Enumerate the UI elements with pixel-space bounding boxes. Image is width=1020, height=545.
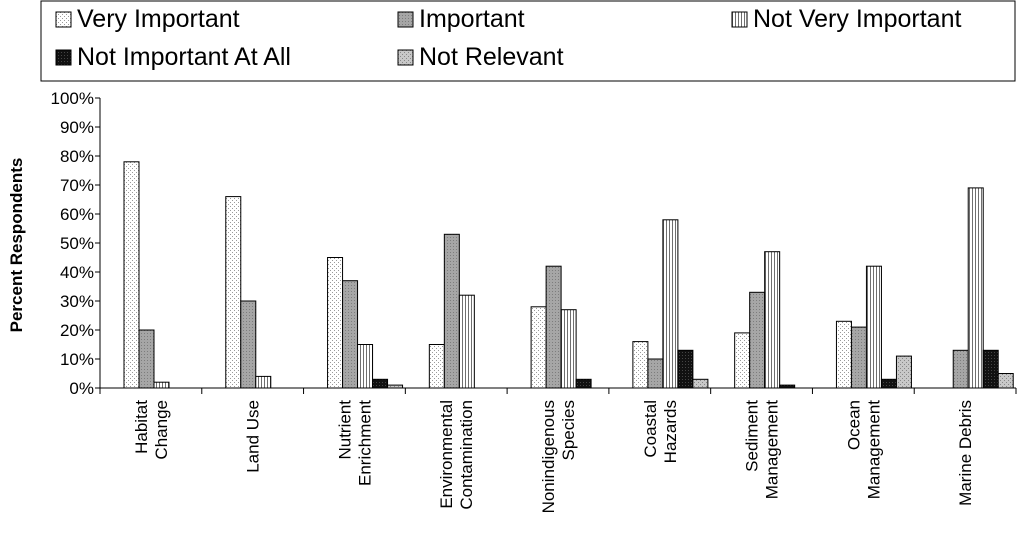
bar-very-important-sediment-management xyxy=(734,332,751,389)
bar-important-marine-debris xyxy=(952,349,969,389)
y-tick-label: 90% xyxy=(60,118,94,137)
y-tick-label: 0% xyxy=(69,379,94,398)
bar-not-important-at-all-sediment-management xyxy=(779,384,796,389)
bar-not-very-important-marine-debris xyxy=(967,187,984,389)
category-label: Management xyxy=(864,400,883,500)
bar-very-important-habitat-change xyxy=(123,161,140,389)
bar-not-relevant-nutrient-enrichment xyxy=(387,384,404,389)
category-label: Enrichment xyxy=(355,400,374,486)
category-label: Management xyxy=(763,400,782,500)
category-label: Marine Debris xyxy=(956,400,975,506)
legend: Very Important Important Not Very Importan… xyxy=(40,0,1016,82)
bar-very-important-coastal-hazards xyxy=(632,341,649,389)
bar-not-relevant-marine-debris xyxy=(997,373,1014,389)
bar-not-very-important-nonindigenous-species xyxy=(560,309,577,389)
bar-not-relevant-ocean-management xyxy=(895,355,912,389)
legend-label-not-important-at-all: Not Important At All xyxy=(77,43,291,71)
legend-label-very-important: Very Important xyxy=(77,5,240,33)
bar-important-environmental-contamination xyxy=(443,233,460,389)
bar-important-coastal-hazards xyxy=(647,358,664,389)
y-tick-label: 10% xyxy=(60,350,94,369)
y-tick-label: 20% xyxy=(60,321,94,340)
bar-not-very-important-habitat-change xyxy=(153,381,170,389)
bar-not-important-at-all-nutrient-enrichment xyxy=(372,378,389,389)
bar-not-important-at-all-marine-debris xyxy=(982,349,999,389)
bar-important-land-use xyxy=(240,300,257,389)
legend-label-important: Important xyxy=(419,5,525,33)
bar-not-very-important-ocean-management xyxy=(865,265,882,389)
bar-not-very-important-environmental-contamination xyxy=(458,294,475,389)
y-tick-label: 80% xyxy=(60,147,94,166)
bar-very-important-nonindigenous-species xyxy=(530,306,547,389)
bar-not-important-at-all-coastal-hazards xyxy=(677,349,694,389)
bar-very-important-land-use xyxy=(225,196,242,389)
category-label: Land Use xyxy=(244,400,263,473)
legend-label-not-relevant: Not Relevant xyxy=(419,43,564,71)
bar-not-important-at-all-nonindigenous-species xyxy=(575,378,592,389)
bar-not-very-important-coastal-hazards xyxy=(662,219,679,389)
bar-important-habitat-change xyxy=(138,329,155,389)
legend-swatch-very-important xyxy=(55,11,72,28)
category-label: Hazards xyxy=(661,400,680,463)
category-label: Ocean xyxy=(844,400,863,450)
y-tick-label: 40% xyxy=(60,263,94,282)
bar-not-very-important-sediment-management xyxy=(764,251,781,389)
legend-swatch-not-important-at-all xyxy=(55,49,72,66)
legend-swatch-not-very-important xyxy=(731,11,748,28)
bar-important-nonindigenous-species xyxy=(545,265,562,389)
bar-very-important-ocean-management xyxy=(835,320,852,389)
bar-very-important-nutrient-enrichment xyxy=(327,257,344,389)
category-label: Habitat xyxy=(132,400,151,454)
y-tick-label: 70% xyxy=(60,176,94,195)
legend-label-not-very-important: Not Very Important xyxy=(753,5,961,33)
y-tick-label: 100% xyxy=(51,89,94,108)
plot-area: 0% 10% 20% 30% 40% 50% 60% 70% 80% 90% 100% Habitat… xyxy=(51,89,1017,513)
bar-not-relevant-coastal-hazards xyxy=(692,378,709,389)
category-label: Contamination xyxy=(457,400,476,510)
bar-important-ocean-management xyxy=(850,326,867,389)
y-tick-label: 30% xyxy=(60,292,94,311)
category-label: Coastal xyxy=(641,400,660,458)
category-label: Change xyxy=(152,400,171,460)
bar-not-very-important-nutrient-enrichment xyxy=(357,344,374,389)
bar-important-nutrient-enrichment xyxy=(342,280,359,389)
legend-swatch-important xyxy=(397,11,414,28)
category-label: Environmental xyxy=(437,400,456,509)
category-label: Sediment xyxy=(743,400,762,472)
bar-not-important-at-all-ocean-management xyxy=(880,378,897,389)
y-tick-label: 60% xyxy=(60,205,94,224)
bar-very-important-environmental-contamination xyxy=(428,344,445,389)
y-tick-label: 50% xyxy=(60,234,94,253)
category-label: Nutrient xyxy=(335,400,354,460)
category-label: Nonindigenous xyxy=(539,400,558,513)
legend-swatch-not-relevant xyxy=(397,49,414,66)
bar-not-very-important-land-use xyxy=(255,375,272,389)
legend-frame xyxy=(40,0,1016,82)
bar-important-sediment-management xyxy=(749,291,766,389)
y-axis-label: Percent Respondents xyxy=(7,158,26,333)
category-label: Species xyxy=(559,400,578,460)
